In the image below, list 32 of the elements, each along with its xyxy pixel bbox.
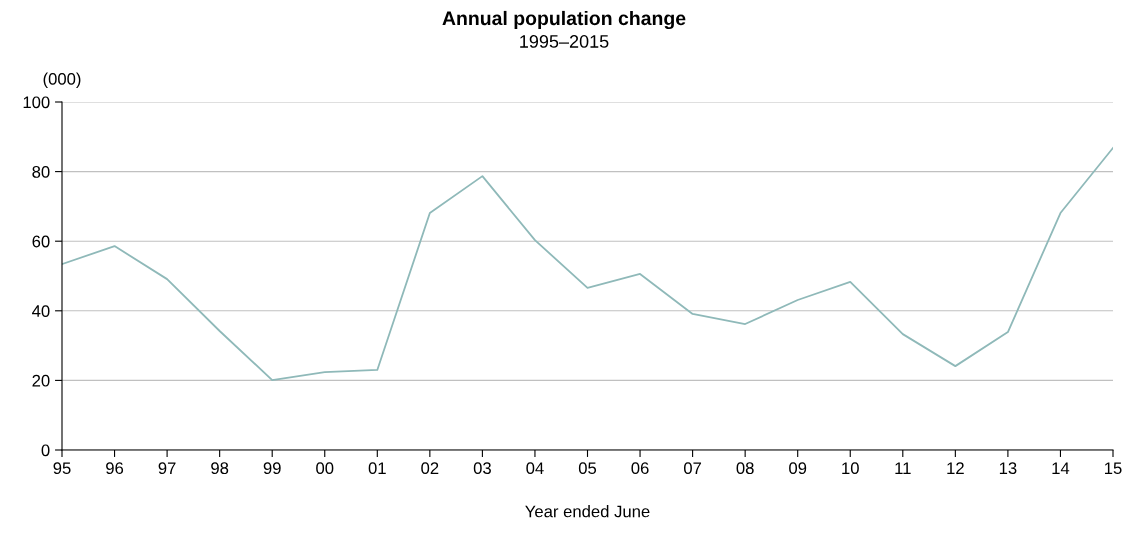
x-tick-label: 96	[106, 462, 124, 475]
x-tick-label: 12	[947, 462, 964, 474]
y-axis-title: (000)	[43, 72, 81, 89]
y-tick-label: 80	[32, 166, 50, 178]
x-tick-label: 06	[631, 462, 649, 475]
x-tick-label: 13	[999, 462, 1017, 475]
y-tick-label: 100	[23, 96, 50, 109]
y-tick-label: 0	[41, 444, 50, 457]
y-tick-label: 60	[32, 235, 50, 248]
x-tick-label: 98	[211, 462, 229, 475]
x-tick-label: 99	[263, 462, 281, 475]
y-tick-label: 40	[32, 305, 50, 317]
x-tick-label: 04	[526, 462, 544, 475]
x-tick-label: 01	[368, 462, 386, 475]
x-tick-label: 95	[53, 462, 71, 475]
x-tick-label: 08	[736, 462, 754, 475]
x-tick-label: 03	[473, 462, 491, 475]
line-series	[62, 147, 1113, 381]
x-tick-label: 15	[1105, 462, 1122, 475]
y-tick-label: 20	[32, 374, 50, 387]
x-tick-label: 10	[842, 462, 859, 475]
x-tick-label: 97	[158, 462, 176, 475]
x-tick-label: 00	[316, 462, 334, 475]
x-tick-label: 14	[1052, 462, 1070, 474]
chart-title: Annual population change	[442, 10, 686, 30]
x-tick-label: 05	[578, 462, 597, 475]
x-tick-label: 02	[421, 462, 439, 475]
x-tick-label: 07	[683, 462, 702, 475]
x-tick-label: 11	[895, 462, 911, 474]
x-tick-label: 09	[789, 462, 807, 475]
chart-subtitle: 1995–2015	[520, 35, 609, 48]
x-axis-title: Year ended June	[525, 505, 650, 518]
